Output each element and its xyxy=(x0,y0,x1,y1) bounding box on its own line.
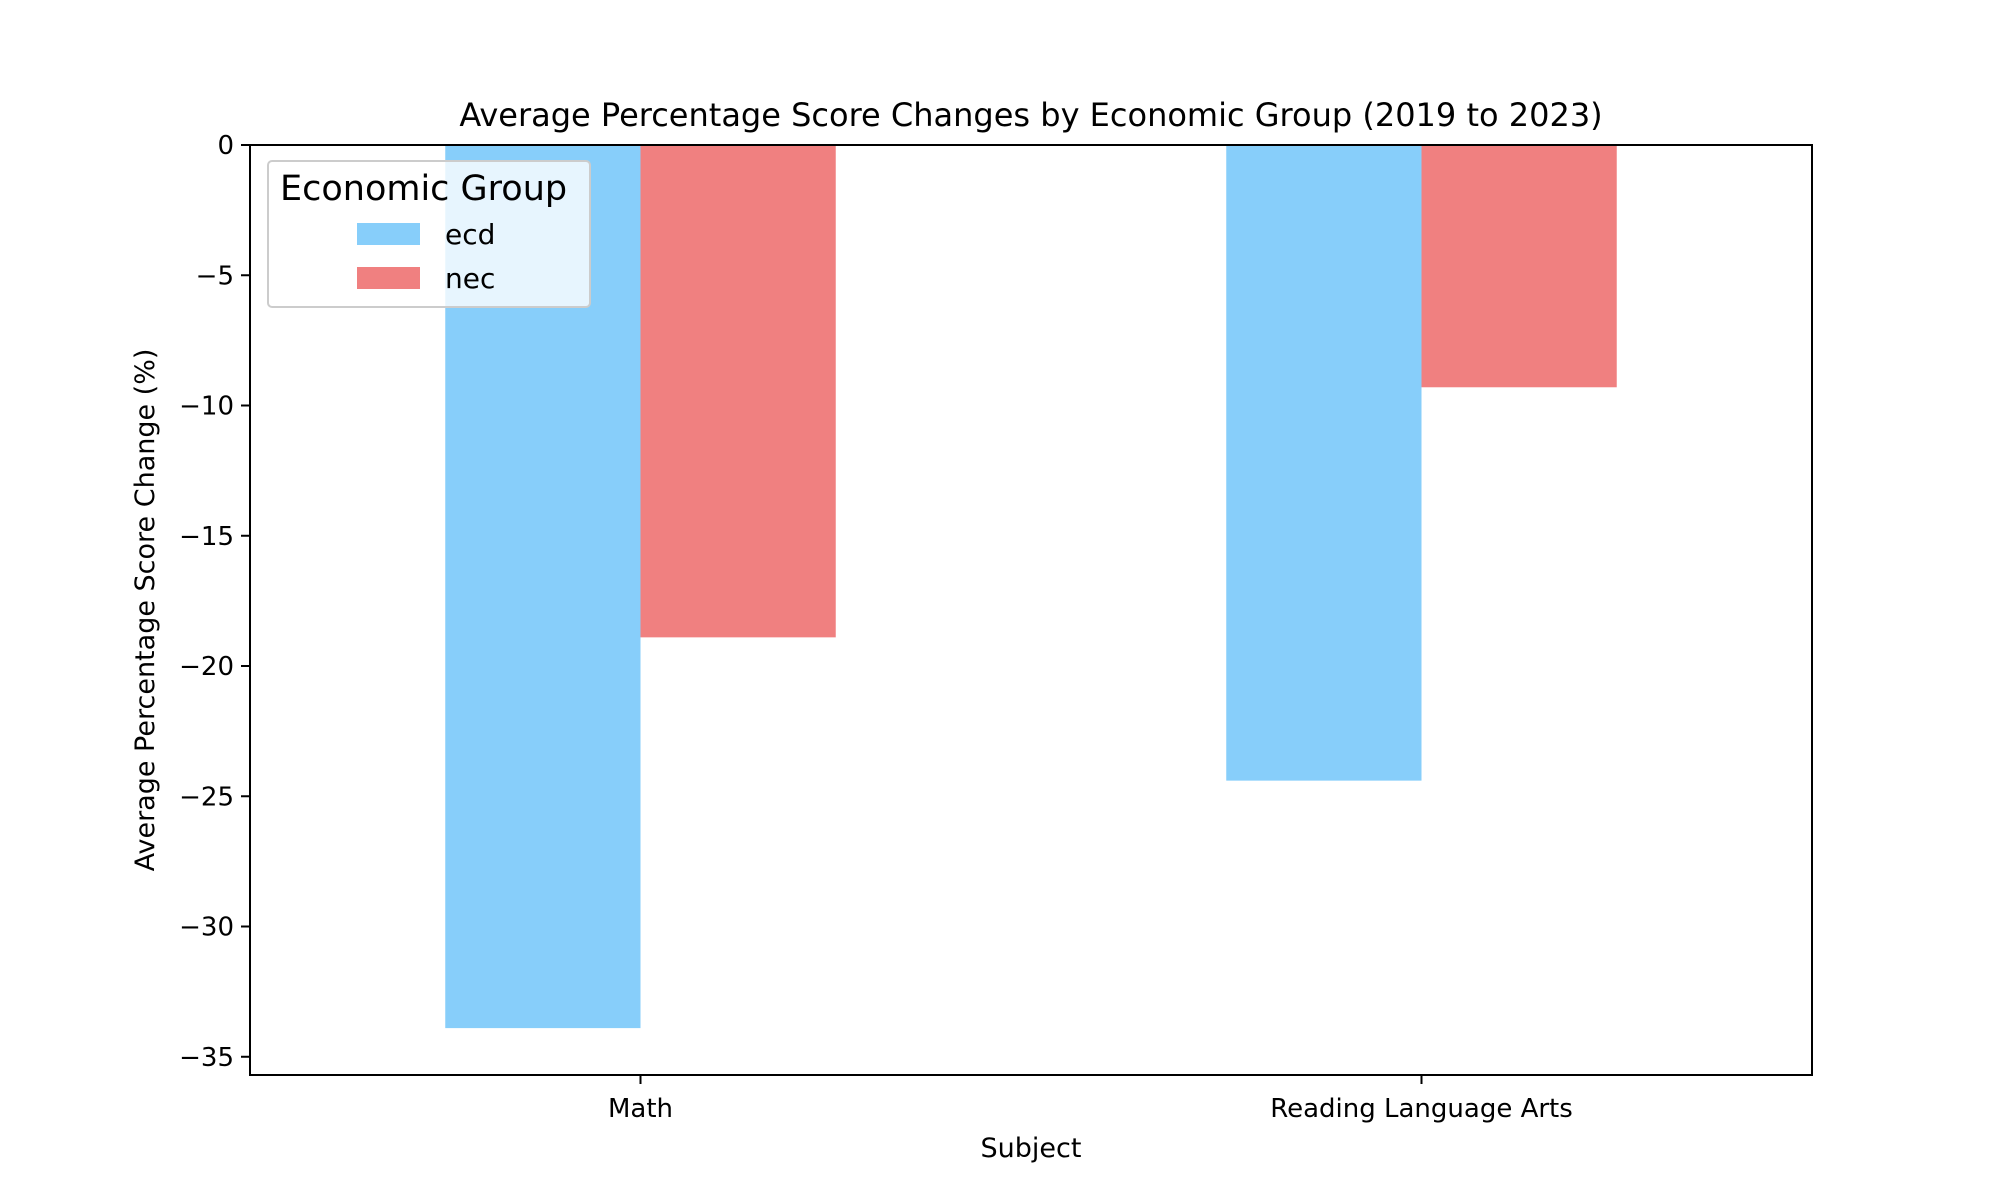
x-tick-label: Math xyxy=(608,1094,673,1124)
x-axis: Math Reading Language Arts xyxy=(608,1075,1573,1124)
legend-box xyxy=(267,160,591,308)
bar-nec-1 xyxy=(1421,145,1617,388)
y-axis: 0 −5 −10 −15 −20 −25 −30 −35 xyxy=(179,131,250,1073)
x-tick-label: Reading Language Arts xyxy=(1270,1094,1573,1124)
x-axis-label: Subject xyxy=(981,1133,1082,1164)
legend-label-nec: nec xyxy=(445,262,495,295)
y-tick-label: −15 xyxy=(179,522,234,552)
legend-entries: ecd nec xyxy=(357,218,495,295)
y-tick-label: −5 xyxy=(196,261,234,291)
bar-nec-0 xyxy=(640,145,836,638)
chart-title: Average Percentage Score Changes by Econ… xyxy=(459,96,1602,134)
y-tick-label: 0 xyxy=(217,131,234,161)
legend-title: Economic Group xyxy=(280,169,567,209)
y-tick-label: −20 xyxy=(179,652,234,682)
y-tick-label: −35 xyxy=(179,1043,234,1073)
y-tick-label: −25 xyxy=(179,782,234,812)
legend: Economic Group ecd nec xyxy=(267,160,591,308)
legend-swatch-ecd xyxy=(357,223,420,245)
bar-ecd-1 xyxy=(1226,145,1422,781)
legend-swatch-nec xyxy=(357,267,420,289)
y-axis-label: Average Percentage Score Change (%) xyxy=(130,349,161,872)
plot-frame xyxy=(249,144,1813,1076)
y-tick-label: −10 xyxy=(179,392,234,422)
legend-label-ecd: ecd xyxy=(445,218,495,251)
y-tick-label: −30 xyxy=(179,913,234,943)
